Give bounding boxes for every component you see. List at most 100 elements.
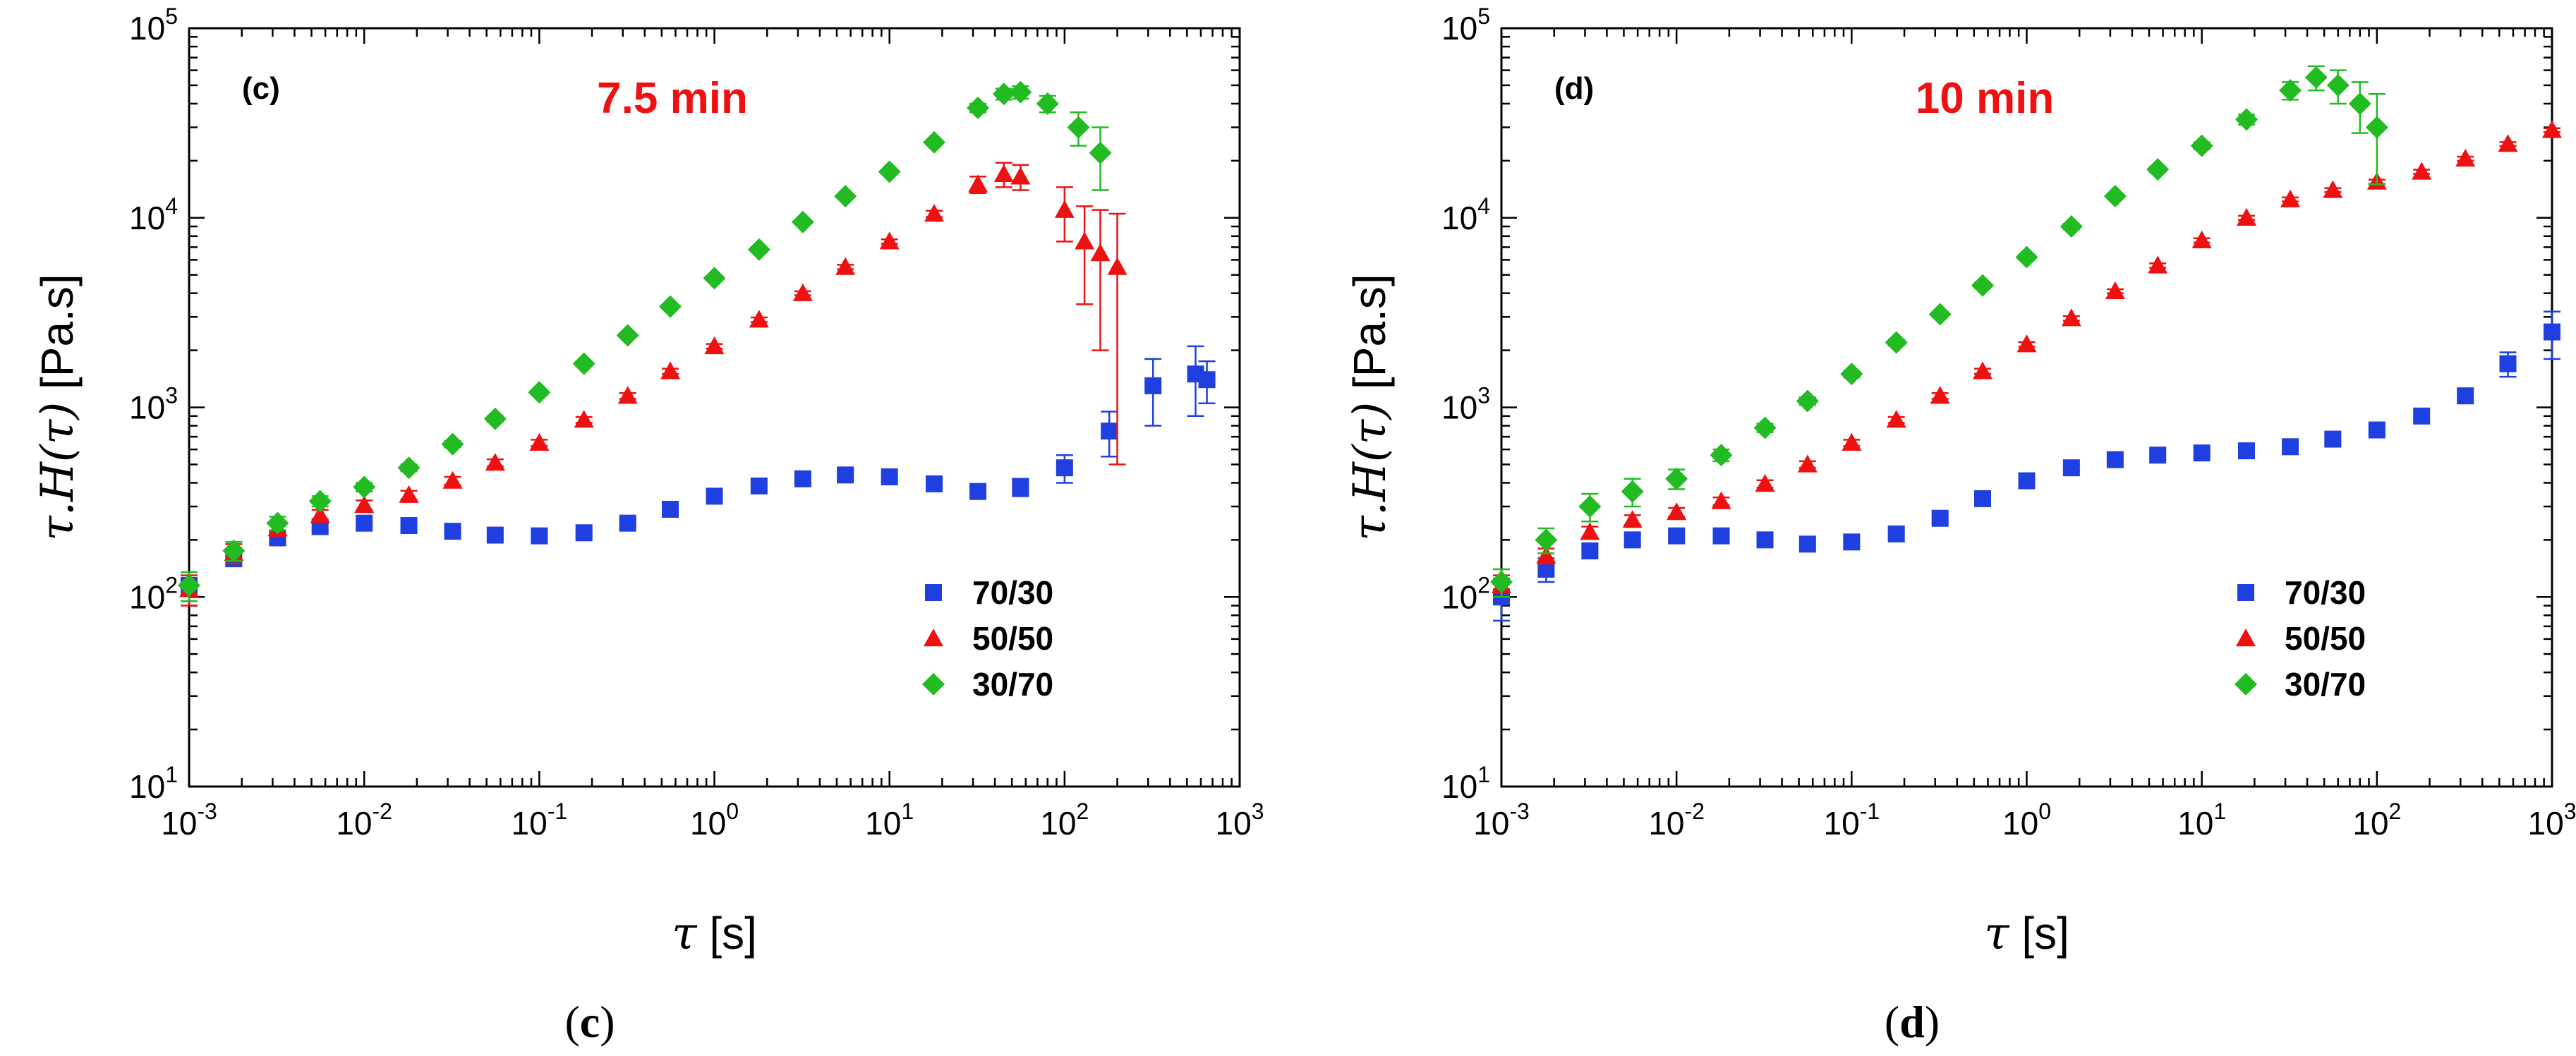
panel-d: 10-3 10-2 10-1 100 101 102 103 101 102 103 104 105 τ…	[1344, 4, 2576, 960]
data-point	[2279, 79, 2302, 102]
data-point	[992, 83, 1015, 106]
y-tick-label: 105	[129, 4, 178, 47]
data-point	[1797, 454, 1818, 473]
data-point	[531, 527, 548, 545]
axis-ticks	[188, 28, 1240, 788]
chart-title: 7.5 min	[597, 74, 748, 123]
legend-label: 30/70	[972, 666, 1053, 703]
data-point	[399, 485, 419, 503]
data-point	[2280, 189, 2301, 207]
data-point	[1710, 444, 1733, 467]
error-bar	[1076, 205, 1094, 305]
chart-title: 10 min	[1916, 74, 2054, 123]
data-point	[2015, 245, 2038, 269]
series-30-70	[1490, 65, 2388, 598]
data-point	[1578, 495, 1602, 518]
data-point	[2412, 162, 2432, 180]
x-tick-label: 100	[2002, 799, 2051, 842]
data-point	[1054, 200, 1075, 218]
data-point	[266, 511, 289, 535]
data-point	[2062, 459, 2080, 477]
data-point	[354, 495, 375, 514]
data-point	[1796, 389, 1819, 413]
data-point	[1009, 80, 1032, 104]
panel-caption: (d)	[1885, 997, 1940, 1047]
data-point	[879, 231, 900, 250]
data-point	[1107, 257, 1127, 275]
y-axis-label: τ.H(τ) [Pa.s]	[32, 274, 84, 540]
data-point	[619, 514, 636, 532]
data-point	[750, 477, 768, 494]
data-point	[2235, 108, 2258, 131]
data-point	[1012, 478, 1029, 496]
data-point	[2105, 281, 2125, 300]
data-point	[2365, 116, 2388, 139]
data-point	[1665, 467, 1688, 490]
data-point	[1075, 231, 1095, 250]
data-point	[1581, 542, 1599, 559]
data-point	[2016, 334, 2037, 353]
data-point	[993, 164, 1014, 183]
data-point	[662, 500, 679, 518]
legend-marker	[925, 584, 942, 601]
x-tick-label: 10-3	[1473, 799, 1530, 842]
data-point	[2193, 444, 2211, 462]
data-point	[1711, 491, 1731, 509]
x-tick-label: 10-2	[336, 799, 392, 842]
data-point	[574, 410, 594, 428]
data-point	[1756, 531, 1774, 549]
data-point	[1622, 509, 1643, 528]
panel-c: 10-3 10-2 10-1 100 101 102 103 101 102 103 104 105 τ…	[32, 4, 1264, 960]
legend-marker	[922, 673, 945, 696]
data-point	[222, 539, 246, 562]
data-point	[1536, 545, 1556, 564]
series-70-30	[1493, 310, 2560, 622]
data-point	[1886, 410, 1906, 428]
data-point	[2499, 355, 2517, 372]
data-point	[1842, 432, 1862, 451]
data-point	[924, 204, 945, 222]
data-point	[1885, 331, 1908, 354]
x-tick-label: 10-1	[512, 799, 568, 842]
data-point	[2282, 438, 2299, 456]
data-point	[2149, 447, 2167, 464]
data-point	[485, 453, 505, 471]
data-point	[486, 526, 504, 544]
data-point	[1667, 502, 1687, 521]
legend-label: 50/50	[972, 620, 1053, 657]
data-point	[926, 475, 943, 492]
x-axis-label: τ [s]	[672, 908, 757, 960]
data-point	[2237, 207, 2257, 226]
panel-caption: (c)	[564, 997, 615, 1047]
data-point	[1798, 535, 1816, 553]
data-point	[1843, 533, 1861, 551]
x-tick-label: 100	[690, 799, 739, 842]
legend: 70/30 50/50 30/70	[922, 574, 1053, 703]
y-tick-label: 103	[129, 383, 178, 426]
error-bar	[2368, 92, 2385, 186]
data-point	[528, 381, 551, 404]
data-point	[1974, 490, 1992, 507]
data-point	[749, 310, 769, 328]
x-tick-label: 102	[2352, 799, 2401, 842]
legend-marker	[2235, 673, 2257, 696]
data-point	[2413, 407, 2431, 425]
data-point	[968, 174, 988, 193]
y-tick-label: 102	[1441, 572, 1490, 615]
data-point	[1067, 116, 1090, 139]
y-tick-label: 103	[1441, 383, 1490, 426]
data-point	[704, 336, 725, 355]
data-point	[1198, 371, 1216, 389]
data-point	[1840, 363, 1863, 386]
data-point	[2061, 308, 2081, 327]
data-point	[310, 505, 330, 523]
series-50-50	[1492, 120, 2562, 598]
legend-marker	[924, 629, 943, 647]
y-tick-label: 104	[129, 193, 178, 236]
y-tick-label: 105	[1441, 4, 1490, 47]
data-point	[1887, 525, 1905, 542]
x-tick-label: 10-3	[161, 799, 217, 842]
data-point	[878, 160, 901, 183]
error-bar	[1108, 212, 1126, 466]
error-bar	[1092, 209, 1109, 351]
